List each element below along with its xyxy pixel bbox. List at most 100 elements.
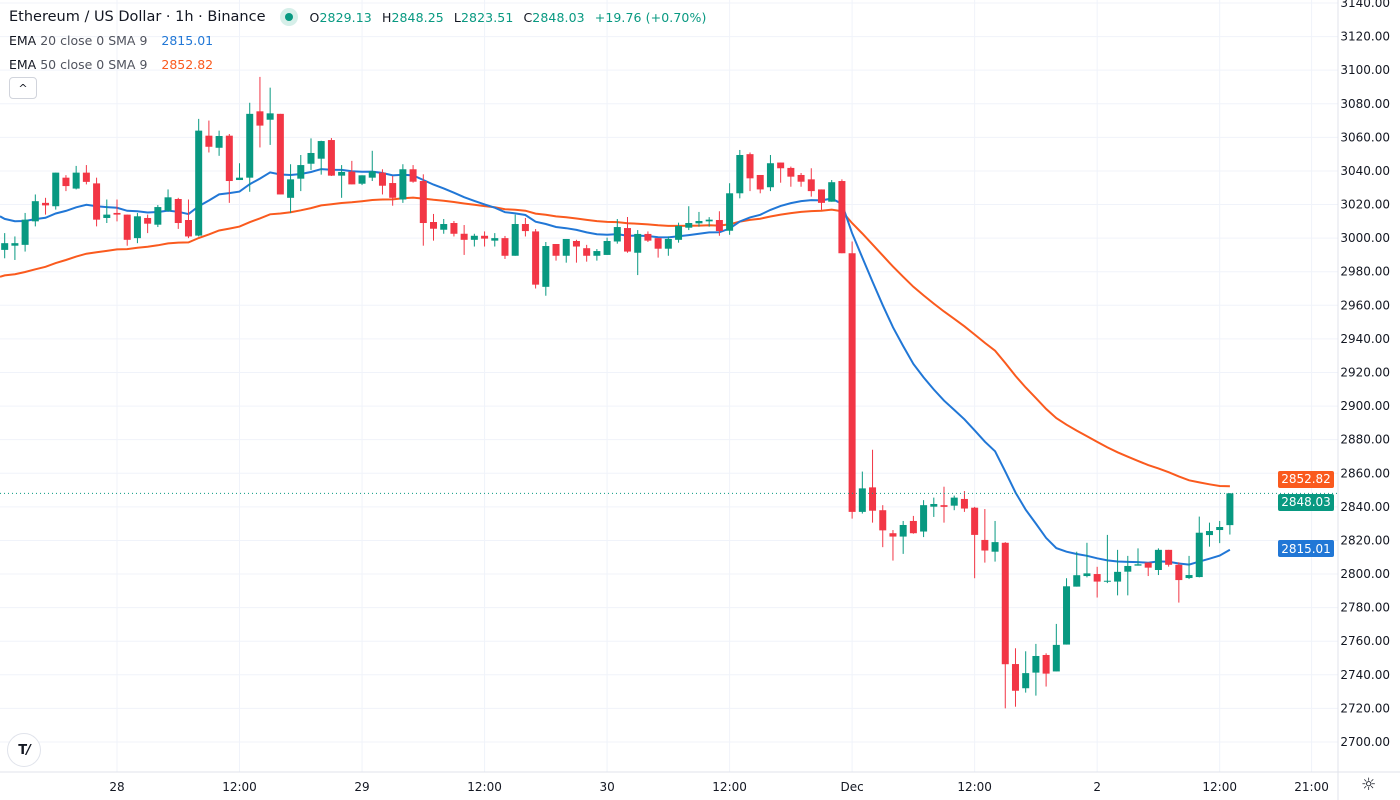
price-axis[interactable]: 2700.00 2720.00 2740.00 2760.00 2780.00 2800.…	[1340, 0, 1390, 749]
candle-body	[205, 135, 213, 147]
candle	[246, 102, 254, 192]
candle	[1154, 548, 1162, 576]
candle-body	[1083, 573, 1091, 577]
candle-body	[154, 207, 162, 225]
candle-body	[1063, 586, 1071, 645]
candle	[1052, 623, 1060, 672]
candle	[276, 113, 284, 195]
candle-body	[11, 243, 19, 246]
candle	[368, 150, 376, 182]
time-tick-label: 30	[599, 780, 614, 794]
price-tick-label: 3100.00	[1340, 63, 1390, 77]
candle	[899, 520, 907, 554]
candle-body	[246, 113, 254, 178]
candle-body	[1144, 562, 1152, 568]
price-tick-label: 3000.00	[1340, 231, 1390, 245]
candle-body	[1103, 580, 1111, 582]
collapse-legend-button[interactable]: ^	[9, 77, 37, 99]
candle	[1124, 555, 1132, 596]
candle	[1, 233, 9, 259]
price-tick-label: 3080.00	[1340, 97, 1390, 111]
candle	[1216, 520, 1224, 544]
tradingview-logo[interactable]: T/	[7, 733, 41, 767]
price-tick-label: 2760.00	[1340, 634, 1390, 648]
candle	[154, 205, 162, 228]
candle-body	[1195, 532, 1203, 578]
candle	[624, 216, 631, 253]
candle	[787, 166, 795, 187]
candle-body	[440, 224, 448, 230]
candle-body	[256, 111, 264, 126]
candle-body	[195, 130, 203, 236]
price-tick-label: 2880.00	[1340, 433, 1390, 447]
candle	[266, 87, 274, 145]
candle	[715, 211, 723, 236]
price-tick-label: 3040.00	[1340, 164, 1390, 178]
indicator-name: EMA	[9, 56, 37, 72]
candle-body	[1011, 664, 1019, 691]
candle	[634, 230, 642, 276]
candle	[950, 495, 958, 511]
candle-body	[695, 220, 703, 224]
candle-body	[654, 238, 662, 249]
price-tick-label: 2980.00	[1340, 265, 1390, 279]
candle-body	[430, 222, 438, 229]
candle	[389, 175, 397, 206]
price-tick-label: 2920.00	[1340, 365, 1390, 379]
price-tick-label: 3060.00	[1340, 130, 1390, 144]
candle-body	[521, 224, 529, 232]
candle	[583, 244, 591, 262]
candle	[195, 118, 203, 237]
candle	[1022, 651, 1030, 693]
candle	[205, 120, 213, 153]
candle	[440, 218, 448, 234]
time-axis[interactable]: 28 12:00 29 12:00 30 12:00 Dec 12:00 2 12:00 21:00	[109, 780, 1329, 794]
candle-body	[236, 177, 244, 181]
price-tick-label: 2900.00	[1340, 399, 1390, 413]
candle-body	[164, 197, 172, 211]
candle	[695, 211, 703, 227]
symbol-title[interactable]: Ethereum / US Dollar · 1h · Binance	[9, 9, 266, 25]
candle-body	[869, 487, 877, 511]
candle	[797, 172, 805, 187]
candle	[450, 220, 458, 237]
candle-body	[93, 183, 101, 220]
candle-body	[807, 179, 815, 192]
indicator-ema50[interactable]: EMA 50 close 0 SMA 9 2852.82	[9, 52, 712, 76]
candle	[144, 214, 152, 234]
time-tick-label: 12:00	[222, 780, 257, 794]
candle	[378, 169, 386, 195]
candle-body	[971, 507, 979, 535]
candle	[1134, 548, 1142, 566]
candle	[1011, 648, 1019, 707]
candle-body	[481, 235, 489, 239]
ema20-price-label: 2815.01	[1278, 540, 1334, 558]
candle	[1001, 542, 1009, 709]
settings-icon[interactable]: ☼	[1361, 775, 1377, 795]
candle-body	[858, 488, 866, 512]
candle	[358, 175, 366, 186]
low-value: 2823.51	[460, 9, 514, 25]
candle-body	[1154, 549, 1162, 570]
tradingview-logo-icon: T/	[18, 742, 31, 758]
candle-body	[82, 172, 90, 182]
market-status-icon[interactable]	[279, 8, 298, 26]
candle	[664, 236, 672, 256]
candle-body	[215, 136, 223, 148]
candle	[736, 149, 744, 199]
candle	[470, 233, 478, 247]
candle-body	[838, 181, 846, 254]
price-tick-label: 2840.00	[1340, 500, 1390, 514]
candle	[184, 199, 192, 239]
candle	[1032, 643, 1040, 696]
candle-body	[828, 182, 836, 202]
ema50-line	[0, 196, 1230, 488]
price-tick-label: 3140.00	[1340, 0, 1390, 10]
indicator-ema20[interactable]: EMA 20 close 0 SMA 9 2815.01	[9, 28, 712, 52]
candle	[481, 231, 489, 247]
high-label: H	[381, 9, 392, 25]
time-tick-label: 29	[354, 780, 369, 794]
candle	[777, 162, 785, 183]
candle	[685, 206, 693, 231]
